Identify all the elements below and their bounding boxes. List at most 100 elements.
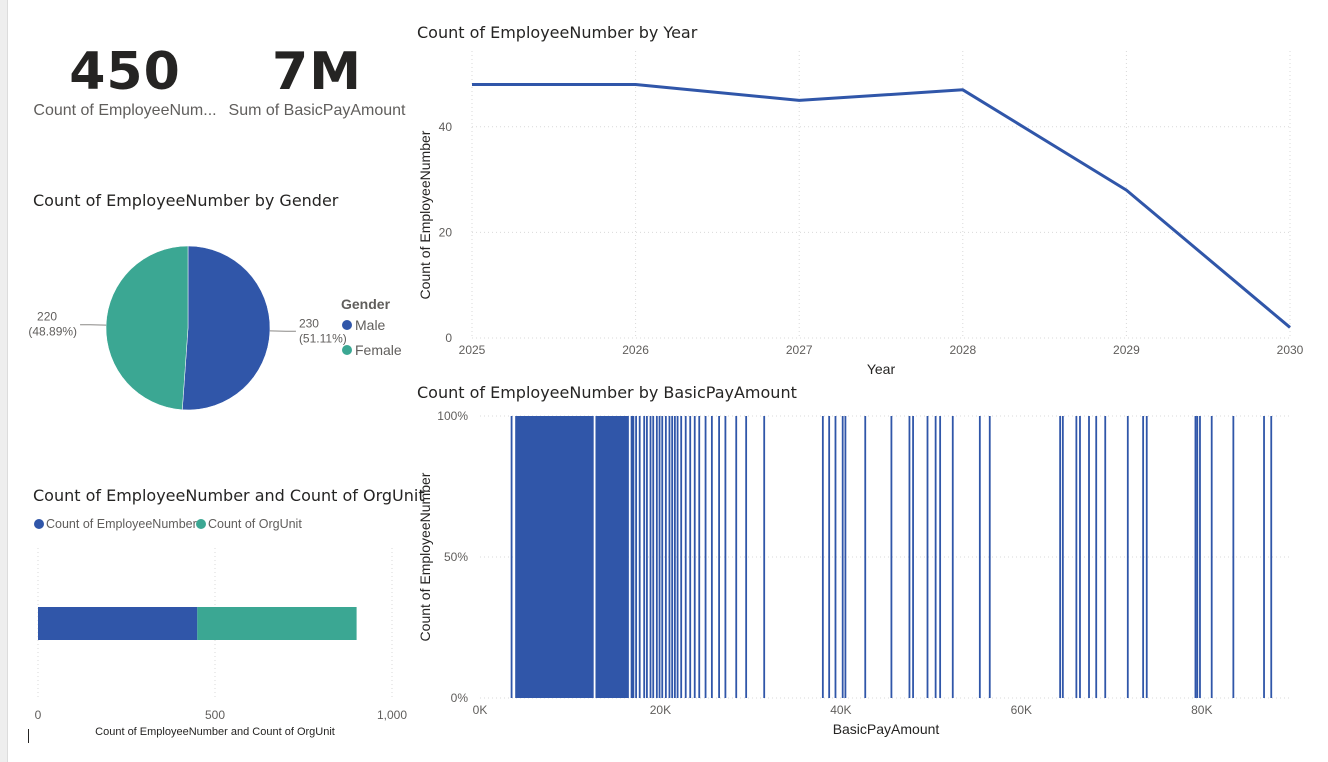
col-bar[interactable]: [1210, 416, 1213, 698]
pay-y-axis-label: Count of EmployeeNumber: [417, 472, 433, 641]
basic-pay-column-chart[interactable]: 0%50%100% 0K 20K 40K 60K 80K BasicPayAmount …: [410, 405, 1325, 745]
col-bar[interactable]: [844, 416, 847, 698]
col-x-tick-label: 80K: [1191, 703, 1212, 717]
col-bar[interactable]: [673, 416, 676, 698]
stacked-bar-x-axis-label: Count of EmployeeNumber and Count of Org…: [95, 726, 335, 738]
col-bar[interactable]: [934, 416, 937, 698]
hbar-segment[interactable]: [38, 607, 198, 640]
col-bar[interactable]: [988, 416, 991, 698]
col-bar[interactable]: [1263, 416, 1265, 698]
col-bar[interactable]: [864, 416, 867, 698]
kpi-card-employee-count[interactable]: 450 Count of EmployeeNum...: [30, 42, 220, 120]
col-bar[interactable]: [668, 416, 671, 698]
line-y-axis-label: Count of EmployeeNumber: [417, 130, 433, 299]
col-bar[interactable]: [693, 416, 696, 698]
col-y-tick-label: 0%: [451, 691, 469, 705]
col-bar[interactable]: [510, 416, 513, 698]
col-bar[interactable]: [1270, 416, 1273, 698]
col-bar[interactable]: [1088, 416, 1090, 698]
col-bar[interactable]: [745, 416, 748, 698]
col-bar[interactable]: [828, 416, 831, 698]
line-x-axis-label: Year: [867, 361, 896, 377]
legend-male-label[interactable]: Male: [355, 317, 386, 333]
text-cursor: [28, 729, 29, 743]
stacked-bar-title: Count of EmployeeNumber and Count of Org…: [33, 486, 425, 505]
stacked-bar-chart[interactable]: Count of EmployeeNumber Count of OrgUnit…: [20, 510, 415, 745]
col-bar[interactable]: [646, 416, 648, 698]
legend-swatch-employees: [34, 519, 44, 529]
line-series[interactable]: [472, 83, 1291, 329]
line-chart-title: Count of EmployeeNumber by Year: [417, 23, 698, 42]
col-bar-block[interactable]: [595, 416, 629, 698]
hbar-segment[interactable]: [197, 607, 357, 640]
col-bar[interactable]: [1194, 416, 1197, 698]
line-x-tick-label: 2028: [949, 343, 976, 357]
col-bar[interactable]: [1095, 416, 1098, 698]
col-bar[interactable]: [834, 416, 837, 698]
col-y-tick-label: 100%: [437, 409, 468, 423]
col-bar[interactable]: [1232, 416, 1235, 698]
col-bar-block[interactable]: [515, 416, 594, 698]
col-bar[interactable]: [658, 416, 661, 698]
col-bar-block[interactable]: [630, 416, 635, 698]
col-bar[interactable]: [951, 416, 954, 698]
hbar-x-tick-label: 500: [205, 708, 225, 722]
col-bar[interactable]: [821, 416, 824, 698]
col-bar[interactable]: [689, 416, 692, 698]
col-bar[interactable]: [735, 416, 738, 698]
col-bar[interactable]: [939, 416, 942, 698]
year-line-chart[interactable]: 0 20 40 2025 2026 2027 2028 2029 2030 Year Coun…: [410, 45, 1325, 385]
kpi-card-basic-pay-sum[interactable]: 7M Sum of BasicPayAmount: [226, 42, 408, 120]
col-bar[interactable]: [638, 416, 641, 698]
pay-chart-title: Count of EmployeeNumber by BasicPayAmoun…: [417, 383, 797, 402]
col-bar[interactable]: [1196, 416, 1199, 698]
col-bar[interactable]: [1199, 416, 1201, 698]
col-bar[interactable]: [912, 416, 914, 698]
col-bar[interactable]: [676, 416, 679, 698]
pie-data-label-value: 230: [299, 316, 319, 330]
legend-label-employees[interactable]: Count of EmployeeNumber: [46, 517, 197, 531]
col-bar[interactable]: [655, 416, 658, 698]
gender-pie-chart[interactable]: 230(51.11%) 220(48.89%) Gender Male Femal…: [20, 225, 420, 425]
col-bar[interactable]: [1079, 416, 1081, 698]
col-bar[interactable]: [926, 416, 929, 698]
line-x-tick-label: 2027: [786, 343, 813, 357]
col-bar[interactable]: [680, 416, 683, 698]
col-bar[interactable]: [1126, 416, 1129, 698]
col-bar[interactable]: [1104, 416, 1107, 698]
col-bar[interactable]: [908, 416, 911, 698]
hbar-x-tick-label: 1,000: [377, 708, 407, 722]
kpi-label: Sum of BasicPayAmount: [228, 102, 406, 119]
col-bar[interactable]: [724, 416, 727, 698]
legend-female-label[interactable]: Female: [355, 342, 402, 358]
pie-slice-female[interactable]: [105, 245, 189, 411]
col-bar[interactable]: [704, 416, 707, 698]
col-bar[interactable]: [1059, 416, 1062, 698]
pie-slice-male[interactable]: [182, 245, 271, 411]
col-bar[interactable]: [763, 416, 766, 698]
col-bar[interactable]: [698, 416, 701, 698]
col-bar[interactable]: [635, 416, 637, 698]
legend-title: Gender: [341, 296, 391, 312]
col-bar[interactable]: [841, 416, 844, 698]
col-bar[interactable]: [671, 416, 674, 698]
col-bar[interactable]: [661, 416, 664, 698]
col-bar[interactable]: [684, 416, 687, 698]
legend-label-orgunit[interactable]: Count of OrgUnit: [208, 517, 302, 531]
col-bar[interactable]: [643, 416, 646, 698]
col-x-tick-label: 40K: [830, 703, 851, 717]
line-y-tick-label: 40: [439, 120, 453, 134]
col-bar[interactable]: [718, 416, 720, 698]
col-bar[interactable]: [710, 416, 713, 698]
col-bar[interactable]: [1075, 416, 1078, 698]
col-bar[interactable]: [890, 416, 893, 698]
col-bar[interactable]: [649, 416, 652, 698]
legend-male-swatch: [342, 320, 352, 330]
col-bar[interactable]: [664, 416, 667, 698]
col-bar[interactable]: [1142, 416, 1145, 698]
col-bar[interactable]: [1145, 416, 1148, 698]
col-bar[interactable]: [652, 416, 655, 698]
pie-chart-title: Count of EmployeeNumber by Gender: [33, 191, 339, 210]
col-bar[interactable]: [978, 416, 981, 698]
col-bar[interactable]: [1061, 416, 1064, 698]
